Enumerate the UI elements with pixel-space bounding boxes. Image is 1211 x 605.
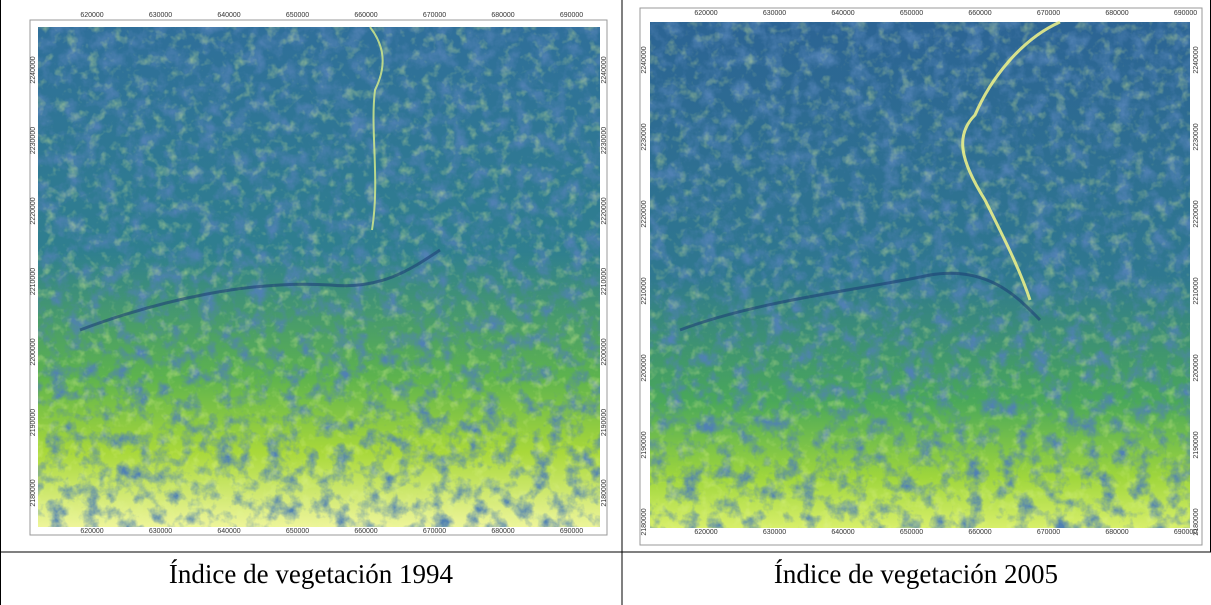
x-tick-label: 680000	[491, 528, 514, 535]
x-tick-label: 640000	[831, 529, 854, 536]
x-tick-label: 670000	[423, 12, 446, 19]
x-tick-label: 620000	[694, 10, 717, 17]
y-tick-label: 2190000	[601, 409, 608, 436]
y-tick-label: 2200000	[601, 338, 608, 365]
x-tick-label: 620000	[694, 529, 717, 536]
y-tick-label: 2220000	[601, 197, 608, 224]
x-tick-label: 630000	[763, 529, 786, 536]
map-2005	[640, 8, 1202, 545]
x-tick-label: 660000	[968, 10, 991, 17]
map-1994	[30, 20, 607, 535]
x-tick-label: 660000	[354, 12, 377, 19]
y-tick-label: 2240000	[601, 56, 608, 83]
y-tick-label: 2210000	[1193, 277, 1200, 304]
caption: Índice de vegetación 1994	[169, 559, 454, 589]
x-tick-label: 650000	[286, 12, 309, 19]
y-tick-label: 2210000	[30, 268, 37, 295]
x-tick-label: 690000	[1174, 10, 1197, 17]
x-tick-label: 660000	[354, 528, 377, 535]
y-tick-label: 2190000	[1193, 431, 1200, 458]
x-tick-label: 680000	[1105, 10, 1128, 17]
y-tick-label: 2240000	[1193, 46, 1200, 73]
y-tick-label: 2230000	[601, 127, 608, 154]
y-tick-label: 2190000	[641, 431, 648, 458]
y-tick-label: 2220000	[641, 200, 648, 227]
x-tick-label: 630000	[149, 528, 172, 535]
y-tick-label: 2210000	[601, 268, 608, 295]
y-tick-label: 2180000	[30, 479, 37, 506]
x-tick-label: 670000	[1037, 529, 1060, 536]
x-tick-label: 620000	[80, 12, 103, 19]
y-tick-label: 2200000	[641, 354, 648, 381]
y-tick-label: 2230000	[641, 123, 648, 150]
y-tick-label: 2220000	[30, 197, 37, 224]
x-tick-label: 630000	[763, 10, 786, 17]
caption: Índice de vegetación 2005	[774, 559, 1058, 589]
x-tick-label: 640000	[831, 10, 854, 17]
x-tick-label: 650000	[286, 528, 309, 535]
y-tick-label: 2230000	[1193, 123, 1200, 150]
figure-svg: 620000 620000 630000 630000 640000 640000 6500…	[0, 0, 1211, 605]
x-tick-label: 620000	[80, 528, 103, 535]
x-tick-label: 630000	[149, 12, 172, 19]
y-tick-label: 2180000	[1193, 508, 1200, 535]
x-tick-label: 640000	[217, 528, 240, 535]
y-tick-label: 2220000	[1193, 200, 1200, 227]
y-tick-label: 2240000	[641, 46, 648, 73]
y-tick-label: 2210000	[641, 277, 648, 304]
y-tick-label: 2200000	[30, 338, 37, 365]
x-tick-label: 670000	[1037, 10, 1060, 17]
x-tick-label: 650000	[900, 529, 923, 536]
x-tick-label: 680000	[491, 12, 514, 19]
y-tick-label: 2180000	[641, 508, 648, 535]
figure: 620000 620000 630000 630000 640000 640000 6500…	[0, 0, 1211, 605]
y-tick-label: 2230000	[30, 127, 37, 154]
x-tick-label: 690000	[560, 12, 583, 19]
x-tick-label: 660000	[968, 529, 991, 536]
x-tick-label: 690000	[560, 528, 583, 535]
y-tick-label: 2190000	[30, 409, 37, 436]
y-tick-label: 2200000	[1193, 354, 1200, 381]
x-tick-label: 640000	[217, 12, 240, 19]
y-tick-label: 2240000	[30, 56, 37, 83]
x-tick-label: 650000	[900, 10, 923, 17]
x-tick-label: 670000	[423, 528, 446, 535]
x-tick-label: 680000	[1105, 529, 1128, 536]
y-tick-label: 2180000	[601, 479, 608, 506]
